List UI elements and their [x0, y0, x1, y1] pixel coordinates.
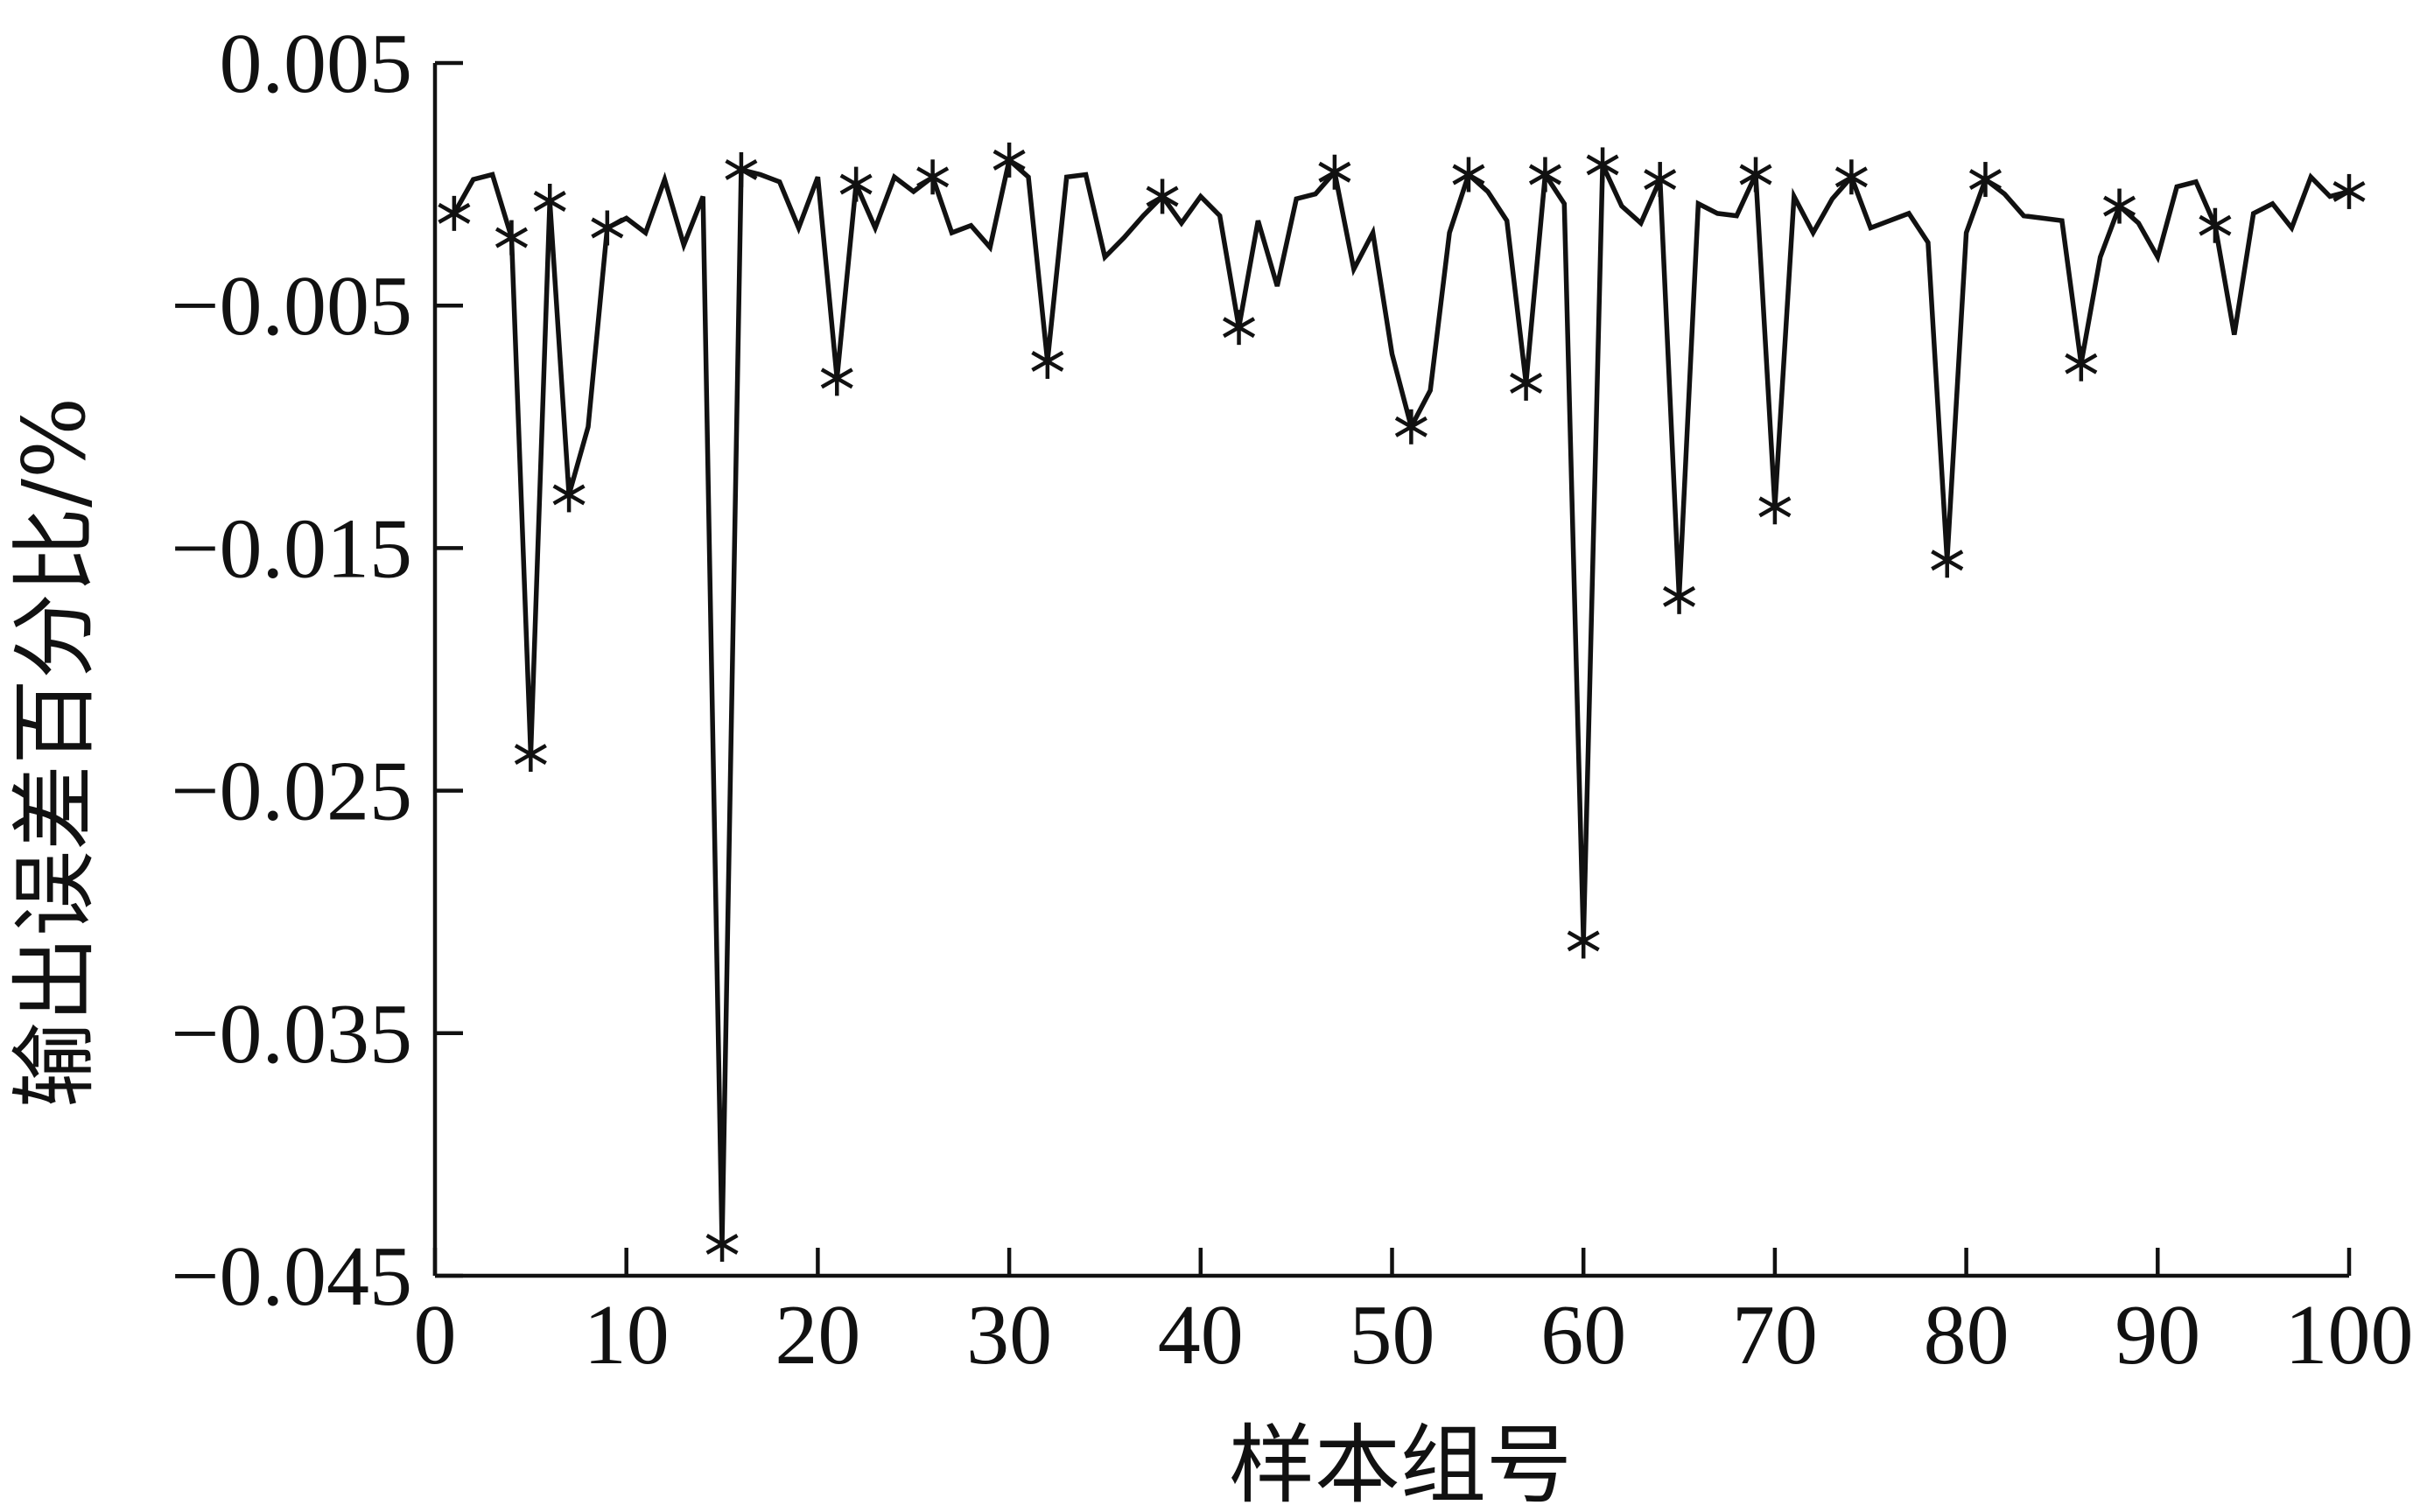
y-ticks: 0.005 −0.005 −0.015 −0.025 −0.035 −0.045 [171, 17, 463, 1324]
data-point-marker [1394, 409, 1427, 444]
data-point-marker [1834, 159, 1868, 195]
series-markers [438, 142, 2366, 1262]
data-point-marker [839, 166, 873, 202]
data-point-marker [591, 210, 624, 246]
data-point-marker [916, 159, 950, 195]
x-axis-title: 样本组号 [1229, 1416, 1572, 1512]
data-point-marker [1567, 923, 1600, 959]
x-tick-label: 60 [1540, 1288, 1626, 1382]
y-tick-label: −0.005 [171, 259, 412, 354]
data-point-marker [1586, 147, 1619, 183]
data-point-marker [1931, 542, 1964, 578]
y-tick-label: −0.025 [171, 745, 412, 839]
y-tick-label: −0.015 [171, 501, 412, 596]
data-point-marker [725, 151, 758, 187]
data-point-marker [1739, 157, 1772, 192]
data-point-marker [438, 195, 471, 231]
data-point-marker [993, 142, 1026, 178]
data-point-marker [1758, 489, 1792, 525]
x-tick-label: 70 [1732, 1288, 1818, 1382]
x-tick-label: 40 [1158, 1288, 1244, 1382]
data-point-marker [1452, 157, 1485, 192]
data-point-marker [2065, 346, 2098, 382]
x-ticks: 0 10 20 30 40 50 60 70 80 90 100 [414, 1248, 2414, 1382]
y-tick-label: −0.045 [171, 1229, 412, 1324]
data-point-marker [2332, 173, 2366, 209]
x-tick-label: 10 [584, 1288, 670, 1382]
data-point-marker [820, 360, 853, 396]
x-tick-label: 20 [775, 1288, 860, 1382]
x-tick-label: 100 [2285, 1288, 2414, 1382]
x-tick-label: 50 [1350, 1288, 1435, 1382]
data-point-marker [514, 737, 547, 773]
x-tick-label: 0 [414, 1288, 457, 1382]
y-tick-label: 0.005 [220, 17, 413, 111]
data-point-marker [2199, 207, 2232, 243]
x-tick-label: 30 [966, 1288, 1052, 1382]
data-point-marker [1644, 162, 1677, 198]
data-point-marker [1510, 365, 1543, 401]
data-point-marker [2103, 188, 2136, 224]
data-point-marker [1968, 162, 2002, 198]
x-tick-label: 90 [2115, 1288, 2200, 1382]
data-point-marker [1223, 310, 1256, 346]
data-point-marker [495, 220, 529, 256]
data-point-marker [1146, 178, 1179, 214]
data-point-marker [1318, 154, 1351, 190]
data-point-marker [552, 477, 586, 513]
x-tick-label: 80 [1924, 1288, 2010, 1382]
data-point-marker [533, 184, 566, 220]
data-point-marker [1663, 578, 1696, 614]
data-point-marker [705, 1226, 739, 1262]
data-point-marker [1031, 343, 1064, 379]
series-line [452, 155, 2350, 1245]
data-point-marker [1528, 157, 1561, 192]
y-axis-title: 输出误差百分比/% [5, 397, 105, 1108]
chart-plot-area: 0.005 −0.005 −0.015 −0.025 −0.035 −0.045 0 10 2… [171, 17, 2413, 1382]
y-tick-label: −0.035 [171, 987, 412, 1082]
